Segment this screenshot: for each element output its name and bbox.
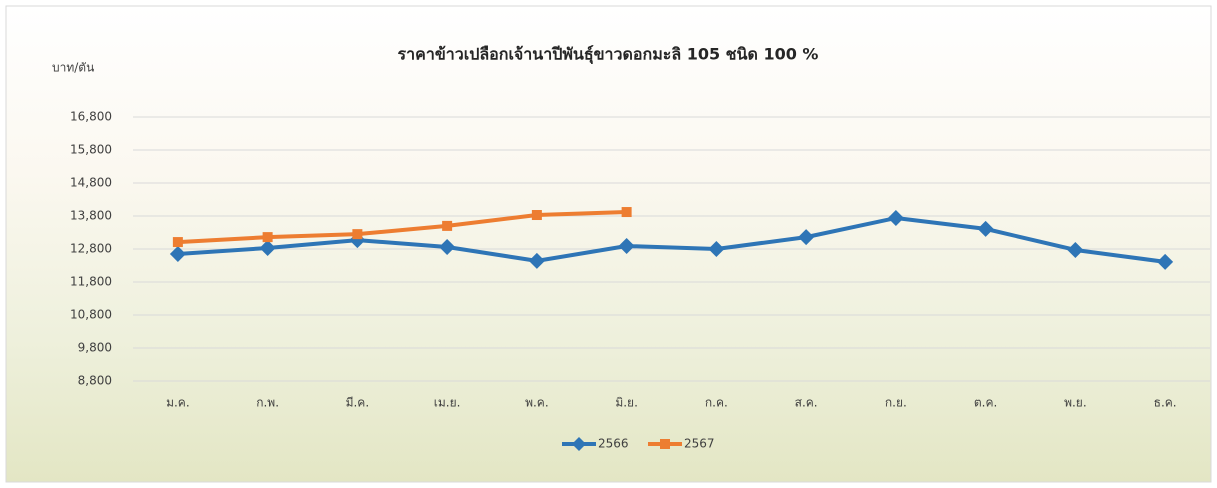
data-point [708, 241, 725, 257]
legend-marker [660, 439, 670, 449]
data-point [798, 229, 815, 246]
legend-label: 2566 [598, 437, 629, 451]
data-point [1067, 241, 1084, 258]
data-point [439, 239, 456, 256]
chart-background [5, 5, 1212, 483]
x-tick-label: ส.ค. [795, 396, 818, 410]
data-point [169, 245, 186, 262]
x-tick-label: มี.ค. [346, 396, 370, 410]
y-tick-label: 15,800 [70, 143, 112, 157]
x-tick-label: พ.ค. [525, 396, 549, 410]
data-point [172, 237, 183, 248]
x-tick-label: ธ.ค. [1154, 396, 1177, 410]
x-tick-label: ก.ค. [705, 396, 728, 410]
data-point [887, 209, 904, 226]
y-tick-label: 12,800 [70, 242, 112, 256]
y-tick-label: 14,800 [70, 176, 112, 190]
y-tick-label: 9,800 [78, 341, 112, 355]
data-point [531, 210, 542, 221]
x-tick-label: เม.ย. [434, 396, 461, 410]
legend-marker [572, 437, 586, 451]
x-tick-label: ต.ค. [974, 396, 997, 410]
y-tick-label: 13,800 [70, 209, 112, 223]
data-point [618, 238, 635, 255]
data-point [262, 232, 273, 243]
y-tick-label: 16,800 [70, 110, 112, 124]
x-tick-label: ก.พ. [256, 396, 279, 410]
data-point [977, 220, 994, 237]
y-tick-label: 10,800 [70, 308, 112, 322]
series-line [177, 215, 1166, 264]
data-point [528, 252, 545, 269]
x-tick-label: มิ.ย. [615, 396, 638, 410]
y-axis-label: บาท/ตัน [52, 61, 94, 75]
data-point [442, 220, 453, 231]
x-tick-label: ม.ค. [166, 396, 190, 410]
legend-label: 2567 [684, 437, 715, 451]
series-line [177, 210, 627, 245]
data-point [259, 240, 276, 257]
data-point [621, 207, 632, 218]
chart-title: ราคาข้าวเปลือกเจ้านาปีพันธุ์ขาวดอกมะลิ 1… [398, 45, 819, 65]
y-tick-label: 11,800 [70, 275, 112, 289]
y-tick-label: 8,800 [78, 374, 112, 388]
data-point [352, 229, 363, 240]
x-tick-label: พ.ย. [1064, 396, 1087, 410]
x-tick-label: ก.ย. [885, 396, 907, 410]
data-point [1157, 253, 1174, 270]
